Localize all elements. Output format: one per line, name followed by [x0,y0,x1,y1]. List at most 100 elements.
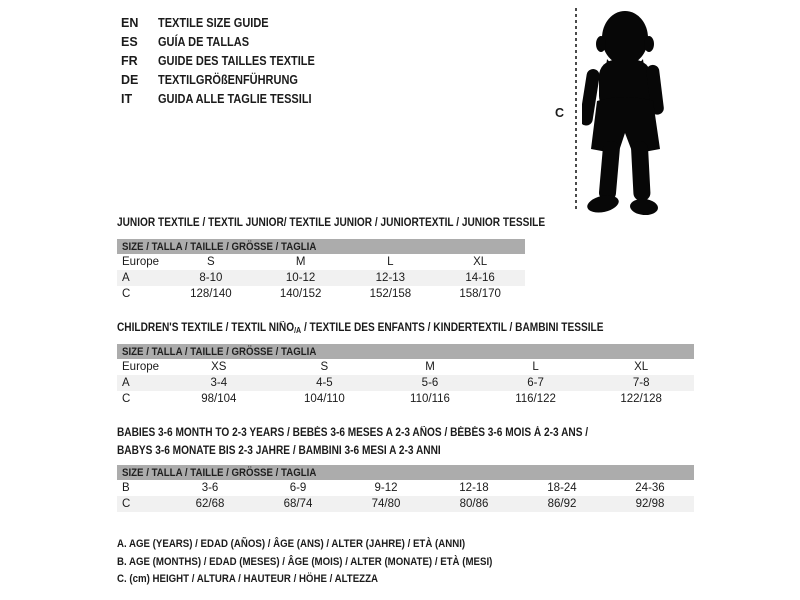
babies-title-line1: BABIES 3-6 MONTH TO 2-3 YEARS / BEBÉS 3-… [117,427,589,439]
table-row-age: A 3-4 4-5 5-6 6-7 7-8 [117,375,694,391]
size-header-bar: SIZE / TALLA / TAILLE / GRÖSSE / TAGLIA [117,344,694,359]
size-cell: 92/98 [635,498,665,510]
children-section-title: CHILDREN'S TEXTILE / TEXTIL NIÑO/A / TEX… [117,319,670,340]
size-cell: 122/128 [620,393,662,405]
legend-item-it: IT GUIDA ALLE TAGLIE TESSILI [121,89,336,108]
row-label: C [122,288,131,300]
size-cell: 104/110 [304,393,345,405]
size-cell: L [387,256,394,268]
size-header-bar-label: SIZE / TALLA / TAILLE / GRÖSSE / TAGLIA [122,466,317,479]
size-cell: XS [211,361,227,373]
size-cell: 74/80 [371,498,401,510]
row-label: A [122,272,130,284]
children-section-title-text: CHILDREN'S TEXTILE / TEXTIL NIÑO/A / TEX… [117,319,603,340]
size-header-bar: SIZE / TALLA / TAILLE / GRÖSSE / TAGLIA [117,239,525,254]
junior-size-table: SIZE / TALLA / TAILLE / GRÖSSE / TAGLIA … [117,239,525,302]
table-row-height: C 128/140 140/152 152/158 158/170 [117,286,525,302]
language-code: IT [121,91,133,106]
size-cell: S [207,256,215,268]
size-cell: 12-13 [375,272,406,284]
children-size-table: SIZE / TALLA / TAILLE / GRÖSSE / TAGLIA … [117,344,694,407]
legend-label: GUIDE DES TAILLES TEXTILE [158,53,315,68]
size-cell: M [295,256,306,268]
row-label: C [122,393,131,405]
size-cell: 68/74 [283,498,313,510]
size-cell: 24-36 [635,482,665,494]
size-cell: 3-4 [210,377,228,389]
language-code: FR [121,53,138,68]
size-cell: XL [473,256,488,268]
size-cell: 6-9 [289,482,307,494]
size-cell: 8-10 [199,272,223,284]
language-code: ES [121,34,138,49]
size-cell: 86/92 [547,498,577,510]
size-cell: 9-12 [374,482,398,494]
size-cell: 3-6 [201,482,219,494]
legend-item-de: DE TEXTILGRÖßENFÜHRUNG [121,70,336,89]
size-cell: 5-6 [421,377,439,389]
legend-label: GUIDA ALLE TAGLIE TESSILI [158,91,312,106]
size-cell: 98/104 [201,393,237,405]
junior-section-title-text: JUNIOR TEXTILE / TEXTIL JUNIOR/ TEXTILE … [117,217,546,229]
size-cell: 158/170 [459,288,501,300]
size-cell: 14-16 [465,272,495,284]
language-legend: EN TEXTILE SIZE GUIDE ES GUÍA DE TALLAS … [121,13,336,108]
size-cell: L [532,361,539,373]
footnote-c: C. (cm) HEIGHT / ALTURA / HAUTEUR / HÖHE… [117,571,544,589]
size-cell: 6-7 [527,377,544,389]
size-cell: 128/140 [190,288,232,300]
children-title-pre: CHILDREN'S TEXTILE / TEXTIL NIÑO [117,322,295,334]
children-title-post: / TEXTILE DES ENFANTS / KINDERTEXTIL / B… [301,322,604,334]
size-cell: 7-8 [632,377,650,389]
children-title-subscript: /A [294,326,302,335]
table-row-height: C 62/68 68/74 74/80 80/86 86/92 92/98 [117,496,694,512]
footnote-b-text: B. AGE (MONTHS) / EDAD (MESES) / ÂGE (MO… [117,555,493,568]
row-label: C [122,498,131,510]
table-row-height: C 98/104 104/110 110/116 116/122 122/128 [117,391,694,407]
size-cell: S [320,361,329,373]
size-cell: 10-12 [285,272,316,284]
babies-section-title: BABIES 3-6 MONTH TO 2-3 YEARS / BEBÉS 3-… [117,424,652,460]
table-row-europe: Europe S M L XL [117,254,525,270]
size-cell: 12-18 [459,482,489,494]
language-code: EN [121,15,139,30]
footnote-a-text: A. AGE (YEARS) / EDAD (AÑOS) / ÂGE (ANS)… [117,538,466,550]
table-row-age: A 8-10 10-12 12-13 14-16 [117,270,525,286]
size-cell: M [425,361,435,373]
legend-item-es: ES GUÍA DE TALLAS [121,32,336,51]
toddler-silhouette [579,7,674,220]
table-row-age-months: B 3-6 6-9 9-12 12-18 18-24 24-36 [117,480,694,496]
junior-section-title: JUNIOR TEXTILE / TEXTIL JUNIOR/ TEXTILE … [117,214,603,232]
size-cell: 62/68 [195,498,225,510]
babies-size-table: SIZE / TALLA / TAILLE / GRÖSSE / TAGLIA … [117,465,694,512]
size-cell: 116/122 [515,393,556,405]
size-cell: XL [634,361,649,373]
footnote-a: A. AGE (YEARS) / EDAD (AÑOS) / ÂGE (ANS)… [117,536,544,554]
row-label: A [122,377,130,389]
row-label: Europe [122,361,160,373]
footnote-c-text: C. (cm) HEIGHT / ALTURA / HAUTEUR / HÖHE… [117,573,379,585]
row-label: Europe [122,256,160,268]
size-cell: 140/152 [279,288,322,300]
size-cell: 18-24 [547,482,577,494]
table-row-europe: Europe XS S M L XL [117,359,694,375]
footnote-b: B. AGE (MONTHS) / EDAD (MESES) / ÂGE (MO… [117,554,544,572]
legend-label: GUÍA DE TALLAS [158,34,250,49]
footnotes: A. AGE (YEARS) / EDAD (AÑOS) / ÂGE (ANS)… [117,536,544,589]
row-label: B [122,482,130,494]
size-header-bar: SIZE / TALLA / TAILLE / GRÖSSE / TAGLIA [117,465,694,480]
babies-title-line2: BABYS 3-6 MONATE BIS 2-3 JAHRE / BAMBINI… [117,445,441,457]
size-cell: 80/86 [459,498,489,510]
height-measure-line [575,8,577,211]
size-cell: 152/158 [369,288,412,300]
legend-label: TEXTILE SIZE GUIDE [158,15,269,30]
legend-item-en: EN TEXTILE SIZE GUIDE [121,13,336,32]
size-cell: 4-5 [316,377,333,389]
size-header-bar-label: SIZE / TALLA / TAILLE / GRÖSSE / TAGLIA [122,240,317,253]
size-header-bar-label: SIZE / TALLA / TAILLE / GRÖSSE / TAGLIA [122,345,317,358]
size-cell: 110/116 [410,393,450,405]
legend-label: TEXTILGRÖßENFÜHRUNG [158,72,298,87]
legend-item-fr: FR GUIDE DES TAILLES TEXTILE [121,51,336,70]
language-code: DE [121,72,139,87]
